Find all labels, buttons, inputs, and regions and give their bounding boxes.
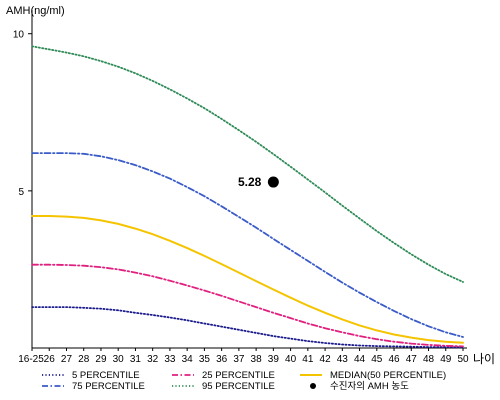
y-tick-label: 5 [18, 187, 24, 198]
axes: AMH(ng/ml) 5 10 16-25 26 27 28 29 30 31 32 33 34 35 36… [6, 5, 495, 366]
x-tick-label: 32 [147, 354, 159, 365]
x-tick-label: 16-25 [18, 354, 44, 365]
x-tick-label: 31 [130, 354, 142, 365]
annotation-layer: 5.28 [238, 175, 279, 189]
x-tick-label: 36 [216, 354, 228, 365]
series-line-5 [31, 45, 464, 283]
x-tick-label: 37 [233, 354, 245, 365]
legend-label-3: MEDIAN(50 PERCENTILE) [330, 370, 446, 381]
series-line-2 [31, 263, 464, 348]
x-tick-label: 33 [164, 354, 176, 365]
x-tick-label: 43 [337, 354, 349, 365]
legend: 5 PERCENTILE 25 PERCENTILE MEDIAN(50 PERCE… [42, 370, 446, 392]
patient-amh-value-label: 5.28 [238, 175, 262, 189]
x-tick-label: 27 [61, 354, 73, 365]
x-tick-label: 29 [95, 354, 107, 365]
x-tick-label: 40 [285, 354, 297, 365]
x-tick-label: 26 [44, 354, 56, 365]
series-line-4 [31, 152, 464, 338]
x-tick-label: 35 [199, 354, 211, 365]
x-axis-title: 나이 [473, 352, 495, 366]
x-tick-label: 46 [388, 354, 400, 365]
x-tick-label: 30 [113, 354, 125, 365]
x-tick-label: 34 [182, 354, 194, 365]
series-line-1 [31, 306, 464, 349]
series-line-3 [31, 215, 464, 344]
patient-amh-point [267, 176, 279, 188]
legend-patient-marker [310, 383, 316, 389]
y-tick-label: 10 [13, 30, 25, 41]
legend-label-2: 25 PERCENTILE [202, 370, 275, 381]
legend-label-patient: 수진자의 AMH 농도 [330, 381, 409, 392]
x-tick-label: 42 [320, 354, 332, 365]
x-tick-label: 38 [251, 354, 263, 365]
x-tick-label: 45 [371, 354, 383, 365]
x-tick-label: 48 [423, 354, 435, 365]
x-tick-label: 28 [78, 354, 90, 365]
legend-label-5: 95 PERCENTILE [202, 381, 275, 392]
legend-label-4: 75 PERCENTILE [72, 381, 145, 392]
legend-label-1: 5 PERCENTILE [72, 370, 140, 381]
y-axis-title: AMH(ng/ml) [6, 5, 65, 17]
x-tick-label: 50 [457, 354, 469, 365]
x-tick-label: 47 [406, 354, 418, 365]
x-tick-label: 41 [302, 354, 314, 365]
x-tick-label: 49 [440, 354, 452, 365]
series-layer [31, 45, 464, 349]
x-tick-label: 39 [268, 354, 280, 365]
x-tick-label: 44 [354, 354, 366, 365]
